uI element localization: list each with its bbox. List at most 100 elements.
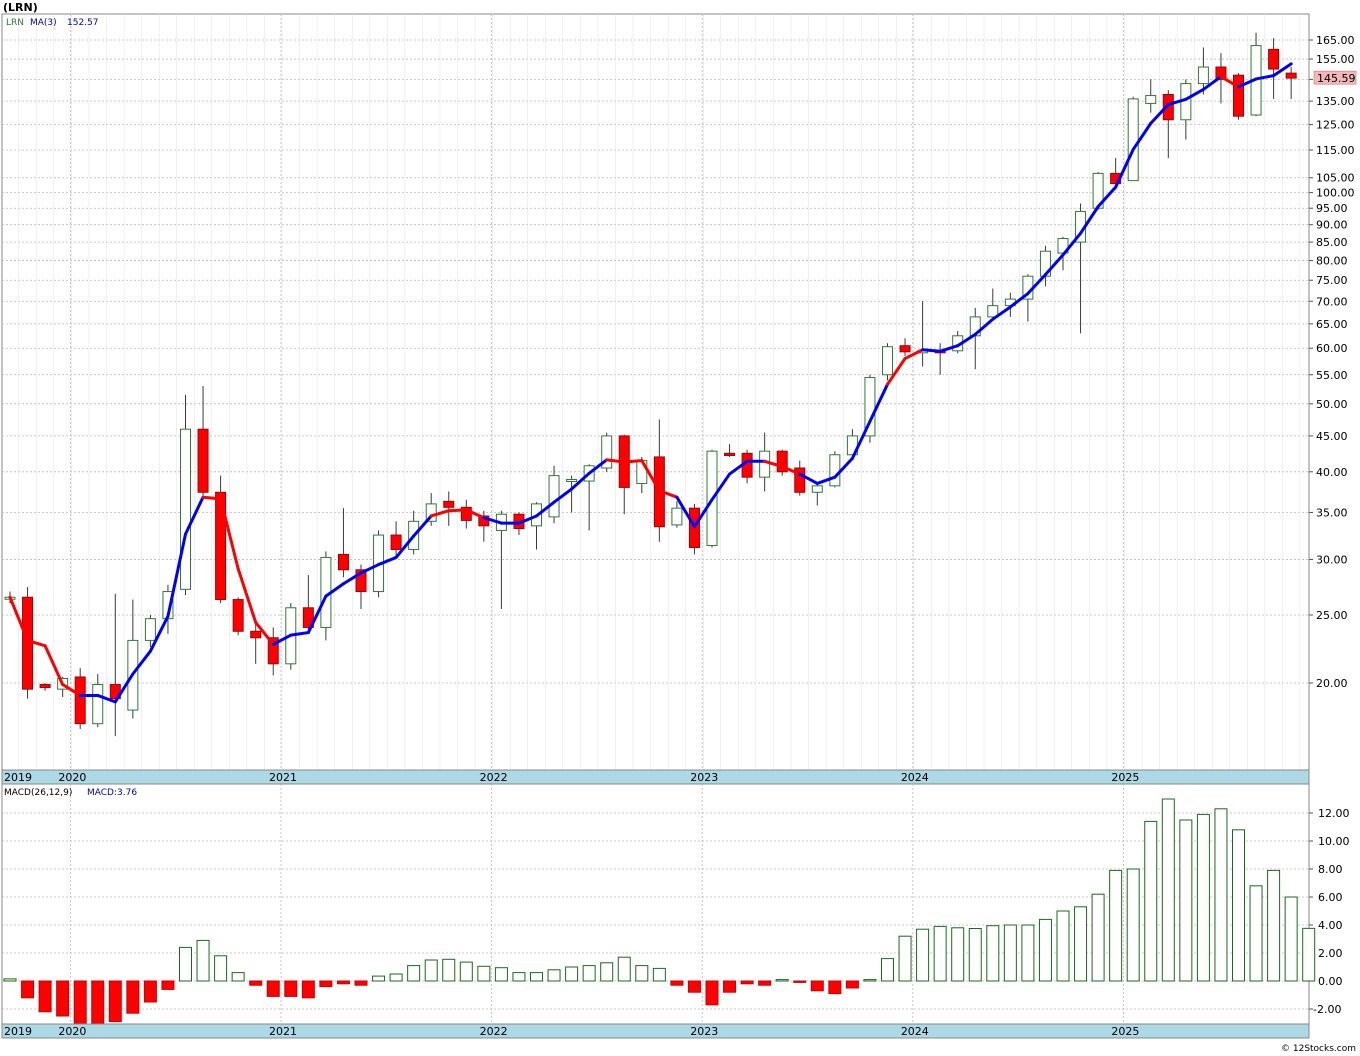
ma-segment [1184, 87, 1205, 101]
ma-segment [447, 508, 468, 513]
macd-bar-negative [301, 980, 315, 999]
macd-bar-positive [424, 959, 438, 982]
ma-segment [271, 633, 293, 646]
price-tick-label: 85.00 [1316, 236, 1348, 249]
price-tick-label: 135.00 [1316, 95, 1355, 108]
year-label: 2023 [690, 771, 718, 784]
macd-bar-positive [617, 956, 631, 982]
ma-segment [184, 495, 205, 536]
macd-bar-positive [179, 946, 192, 982]
price-tick-label: 35.00 [1316, 506, 1348, 519]
macd-bar-negative [810, 980, 824, 992]
ma-segment [605, 458, 626, 464]
macd-bar-positive [1109, 869, 1123, 982]
ma-segment [675, 495, 696, 529]
candle-down [443, 500, 455, 508]
ma-segment [991, 305, 1012, 321]
candle-up [548, 475, 560, 518]
macd-bar-positive [1267, 869, 1281, 982]
macd-bar-negative [336, 980, 350, 985]
year-label: 2019 [4, 771, 32, 784]
candle-down [390, 534, 402, 550]
macd-bar-negative [108, 980, 122, 1023]
macd-bar-positive [1003, 924, 1017, 982]
ma-value-label: 152.57 [67, 18, 99, 28]
macd-bar-positive [530, 972, 543, 982]
macd-bar-positive [1302, 927, 1316, 982]
macd-tick-label: 2.00 [1318, 947, 1343, 960]
ma-segment [201, 495, 223, 501]
macd-bar-positive [1091, 893, 1105, 982]
price-tick-label: 155.00 [1316, 53, 1355, 66]
year-label: 2024 [901, 771, 929, 784]
candle-down [1233, 74, 1244, 117]
candle-down [1268, 48, 1280, 70]
price-tick-label: 90.00 [1316, 219, 1348, 232]
candle-down [794, 467, 806, 493]
macd-bar-positive [196, 939, 210, 982]
macd-bar-positive [494, 967, 508, 982]
ma-segment [535, 500, 556, 518]
price-tick-label: 100.00 [1316, 187, 1355, 200]
candle-up [811, 485, 823, 493]
macd-bar-positive [933, 925, 947, 982]
year-label: 2020 [58, 1025, 86, 1038]
candle-down [337, 553, 349, 571]
macd-tick-label: 6.00 [1318, 891, 1343, 904]
ma-segment [973, 317, 995, 336]
candle-up [987, 305, 999, 318]
price-tick-label: 115.00 [1316, 144, 1355, 157]
ma-segment [1114, 147, 1135, 189]
ma-segment [113, 672, 135, 704]
ma-segment [219, 497, 240, 571]
price-tick-label: 60.00 [1316, 342, 1348, 355]
macd-bar-positive [407, 965, 421, 982]
ma-segment [131, 649, 152, 676]
macd-tick-label: 0.00 [1318, 975, 1343, 988]
macd-bar-negative [319, 980, 333, 988]
macd-bar-negative [705, 980, 719, 1006]
macd-bar-positive [459, 961, 473, 982]
macd-tick-label: -2.00 [1313, 1003, 1341, 1016]
candle-down [1162, 93, 1174, 121]
candle-up [601, 435, 613, 469]
year-label: 2025 [1111, 771, 1139, 784]
price-y-axis: 20.00 25.00 30.00 35.00 40.00 45.00 50.00 55.00… [1309, 34, 1355, 690]
macd-bar-negative [740, 980, 754, 985]
macd-bar-negative [828, 980, 842, 995]
ma-segment [1254, 74, 1276, 81]
price-tick-label: 105.00 [1316, 172, 1355, 185]
macd-bar-positive [775, 979, 789, 982]
ma-segment [1131, 121, 1153, 151]
macd-bar-negative [249, 980, 263, 986]
macd-histogram [3, 798, 1316, 1030]
ma-segment [8, 595, 30, 642]
candle-down [899, 345, 911, 353]
candle-up [566, 479, 578, 483]
ma-segment [1149, 103, 1170, 125]
ma-segment [43, 644, 65, 687]
ma-segment [254, 620, 275, 646]
ma-segment [359, 563, 381, 575]
candle-down [39, 684, 51, 689]
ma-segment [482, 516, 503, 525]
macd-bar-positive [1179, 819, 1193, 982]
price-tick-label: 125.00 [1316, 119, 1355, 132]
macd-bar-positive [1144, 820, 1158, 982]
ma-segment [587, 458, 609, 475]
ma-segment [886, 357, 907, 386]
macd-bar-negative [56, 980, 70, 1017]
year-label: 2023 [690, 1025, 718, 1038]
ma-segment [26, 638, 47, 648]
macd-bar-positive [1232, 829, 1245, 982]
macd-bar-positive [512, 972, 526, 982]
candle-down [250, 630, 262, 639]
candle-down [776, 450, 788, 473]
macd-bar-positive [1074, 906, 1088, 982]
year-label: 2021 [269, 1025, 297, 1038]
macd-bar-positive [916, 928, 930, 982]
macd-bar-positive [477, 965, 491, 982]
macd-bar-positive [214, 955, 228, 982]
ma-segment [1061, 231, 1083, 257]
macd-bar-positive [1196, 813, 1210, 982]
